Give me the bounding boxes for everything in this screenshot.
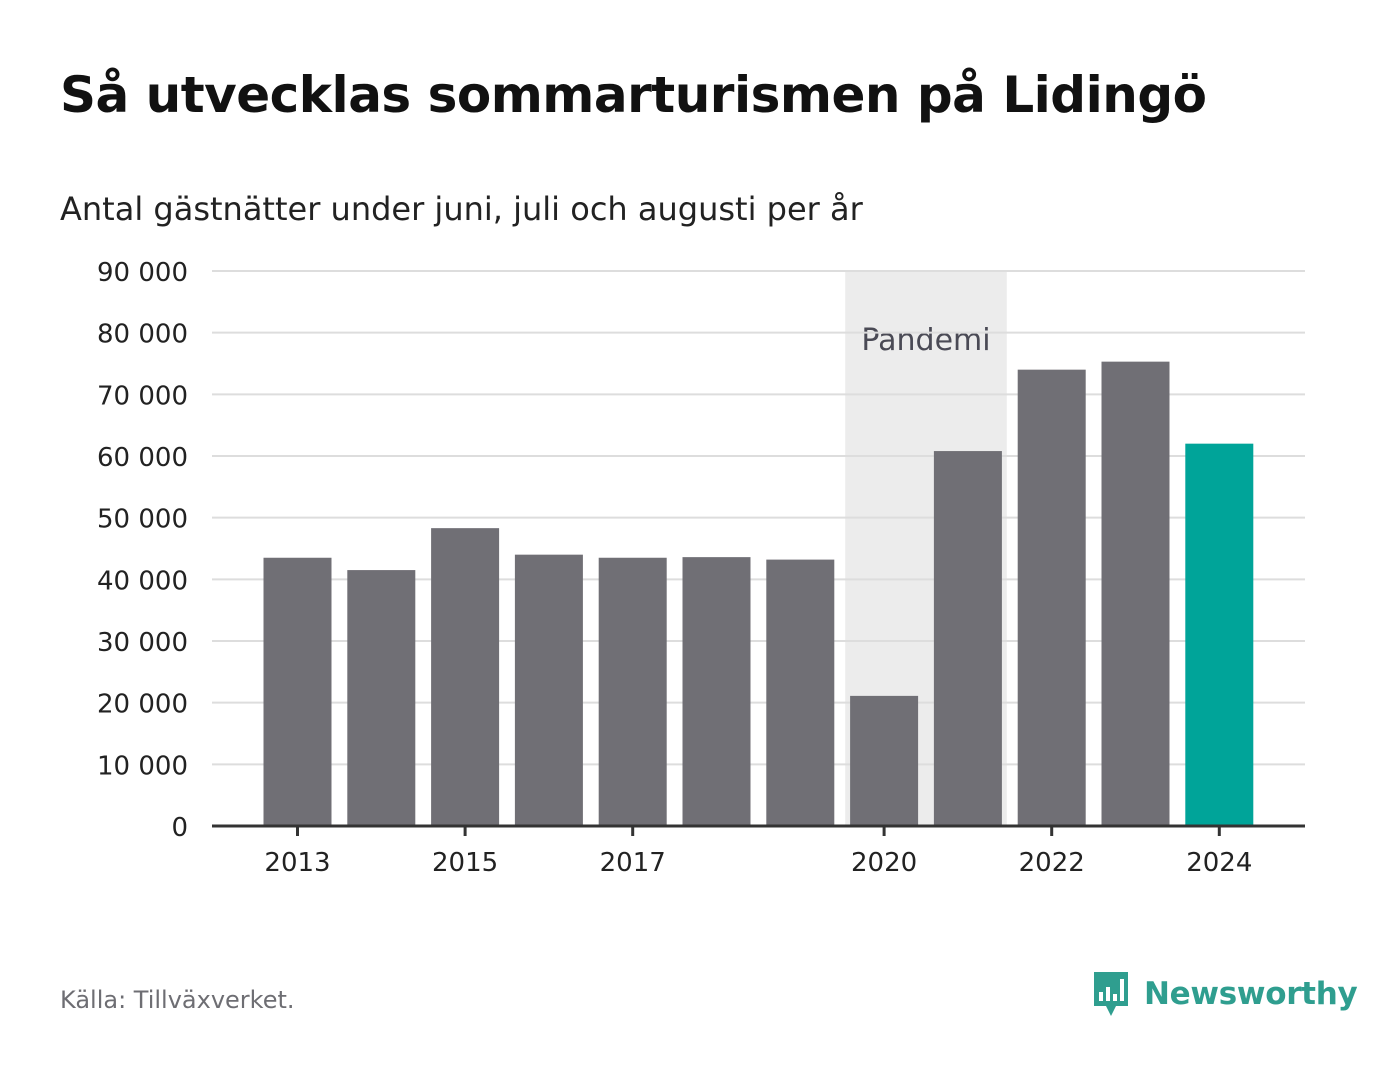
bar-2020 — [850, 695, 919, 826]
x-axis — [212, 824, 1305, 836]
y-tick-label: 70 000 — [97, 381, 188, 411]
y-tick-label: 90 000 — [97, 258, 188, 288]
y-tick-label: 10 000 — [97, 751, 188, 781]
brand-name: Newsworthy — [1144, 976, 1358, 1012]
source-note: Källa: Tillväxverket. — [60, 986, 295, 1014]
y-tick-label: 60 000 — [97, 443, 188, 473]
bar-2014 — [347, 570, 416, 826]
x-tick-label: 2017 — [600, 848, 666, 878]
chart-title: Så utvecklas sommarturismen på Lidingö — [60, 66, 1207, 124]
x-axis-tick-labels: 2013 2015 2017 2020 2022 2024 — [264, 848, 1252, 878]
y-tick-label: 80 000 — [97, 320, 188, 350]
brand-logo: Newsworthy — [1090, 968, 1358, 1020]
bar-2019 — [766, 559, 835, 826]
x-tick-label: 2022 — [1019, 848, 1085, 878]
x-tick-label: 2020 — [851, 848, 917, 878]
x-tick-label: 2015 — [432, 848, 498, 878]
bar-2018 — [682, 557, 751, 826]
bars — [263, 361, 1254, 826]
bar-2017 — [598, 557, 667, 826]
x-tick-label: 2013 — [264, 848, 330, 878]
y-axis-tick-labels: 0 10 000 20 000 30 000 40 000 50 000 60 000 70 … — [97, 258, 188, 843]
bar-2016 — [514, 554, 583, 826]
bar-2023 — [1101, 361, 1170, 826]
bar-2015 — [431, 528, 500, 826]
bar-2022 — [1017, 369, 1086, 826]
bar-2021 — [933, 451, 1002, 826]
bar-2024 — [1185, 443, 1254, 826]
y-tick-label: 30 000 — [97, 628, 188, 658]
x-tick-label: 2024 — [1186, 848, 1252, 878]
y-tick-label: 40 000 — [97, 566, 188, 596]
y-tick-label: 50 000 — [97, 505, 188, 535]
annotation-label: Pandemi — [861, 323, 990, 358]
y-tick-label: 20 000 — [97, 690, 188, 720]
chart-subtitle: Antal gästnätter under juni, juli och au… — [60, 190, 863, 228]
y-tick-label: 0 — [171, 813, 188, 843]
newsworthy-logo-icon — [1094, 972, 1128, 1016]
bar-chart: Pandemi 0 10 000 20 000 30 000 40 000 50 000 6… — [97, 258, 1305, 878]
bar-2013 — [263, 557, 332, 826]
